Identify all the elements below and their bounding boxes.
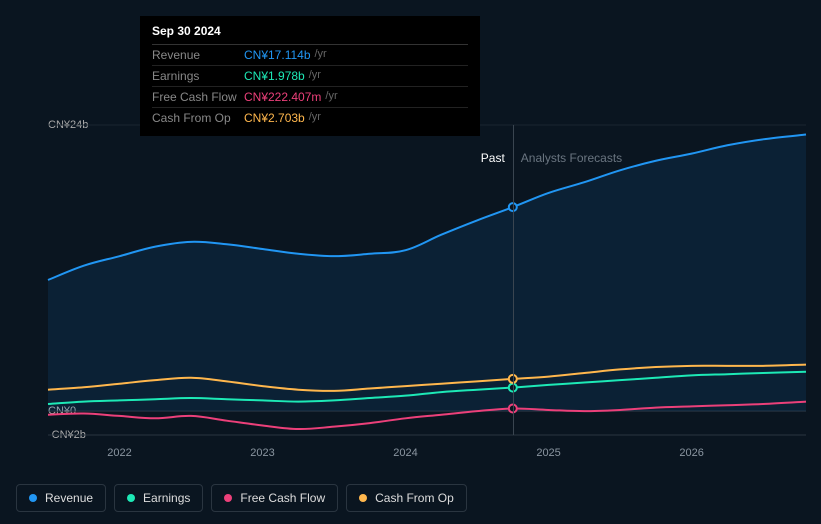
x-axis-tick-label: 2024 [393, 447, 417, 459]
legend-label: Cash From Op [375, 491, 454, 505]
tooltip-metric-label: Cash From Op [152, 111, 244, 125]
tooltip-metric-value: CN¥1.978b [244, 69, 305, 83]
chart-legend: Revenue Earnings Free Cash Flow Cash From O… [16, 484, 467, 512]
tooltip-metric-label: Free Cash Flow [152, 90, 244, 104]
legend-dot-icon [127, 494, 135, 502]
legend-dot-icon [29, 494, 37, 502]
x-axis-tick-label: 2026 [679, 447, 703, 459]
tooltip-metric-unit: /yr [309, 69, 321, 83]
legend-label: Earnings [143, 491, 190, 505]
tooltip-metric-label: Earnings [152, 69, 244, 83]
legend-toggle-cfo[interactable]: Cash From Op [346, 484, 467, 512]
tooltip-row: Free Cash FlowCN¥222.407m/yr [152, 87, 468, 108]
legend-toggle-revenue[interactable]: Revenue [16, 484, 106, 512]
legend-dot-icon [224, 494, 232, 502]
tooltip-row: EarningsCN¥1.978b/yr [152, 66, 468, 87]
tooltip-metric-unit: /yr [309, 111, 321, 125]
x-axis-tick-label: 2025 [536, 447, 560, 459]
tooltip-row: Cash From OpCN¥2.703b/yr [152, 108, 468, 128]
tooltip-metric-value: CN¥17.114b [244, 48, 311, 62]
forecast-section-label: Analysts Forecasts [521, 151, 622, 165]
series-area-revenue [48, 135, 806, 412]
tooltip-metric-label: Revenue [152, 48, 244, 62]
tooltip-metric-unit: /yr [315, 48, 327, 62]
past-section-label: Past [481, 151, 505, 165]
x-axis-tick-label: 2022 [107, 447, 131, 459]
tooltip-row: RevenueCN¥17.114b/yr [152, 45, 468, 66]
x-axis-tick-label: 2023 [250, 447, 274, 459]
tooltip-metric-unit: /yr [325, 90, 337, 104]
tooltip-metric-value: CN¥2.703b [244, 111, 305, 125]
chart-plot-area[interactable]: Past Analysts Forecasts [48, 125, 806, 435]
tooltip-date: Sep 30 2024 [152, 24, 468, 45]
financials-chart: CN¥24bCN¥0-CN¥2b Past Analysts Forecasts… [16, 125, 806, 465]
past-forecast-divider [513, 125, 514, 435]
legend-toggle-fcf[interactable]: Free Cash Flow [211, 484, 338, 512]
tooltip-metric-value: CN¥222.407m [244, 90, 321, 104]
x-axis: 2022 2023 2024 2025 2026 [48, 447, 806, 467]
legend-dot-icon [359, 494, 367, 502]
chart-tooltip: Sep 30 2024 RevenueCN¥17.114b/yrEarnings… [140, 16, 480, 136]
legend-label: Revenue [45, 491, 93, 505]
legend-toggle-earnings[interactable]: Earnings [114, 484, 203, 512]
legend-label: Free Cash Flow [240, 491, 325, 505]
